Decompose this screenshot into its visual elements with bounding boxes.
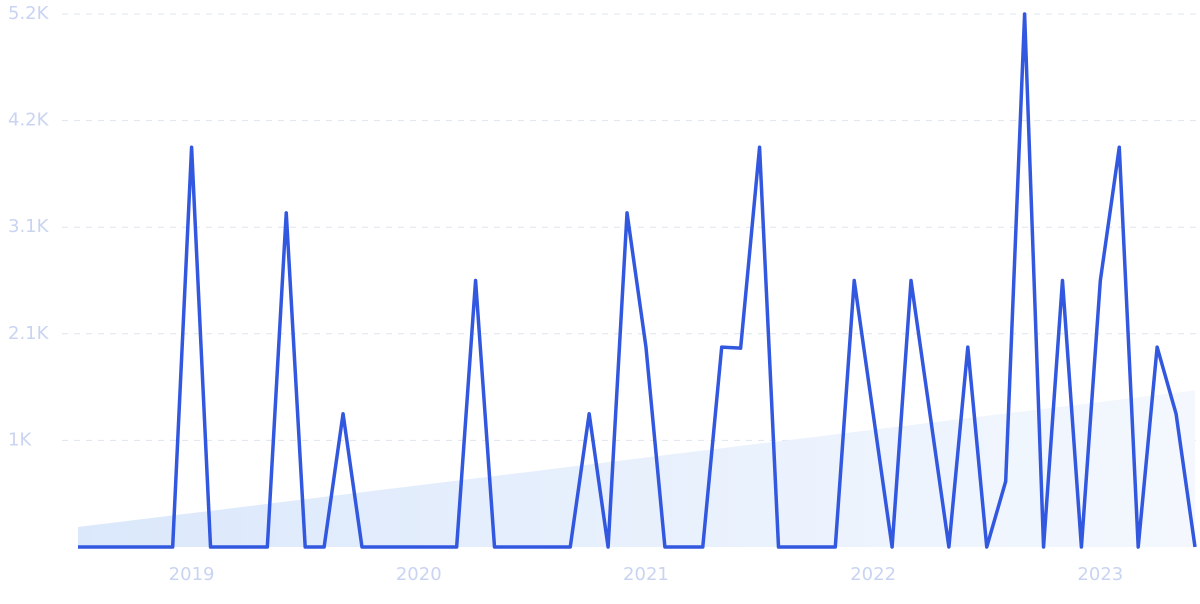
y-tick-label: 3.1K — [8, 216, 50, 237]
x-tick-label: 2019 — [169, 564, 215, 585]
y-tick-label: 4.2K — [8, 110, 50, 131]
x-tick-label: 2023 — [1077, 564, 1123, 585]
y-tick-label: 2.1K — [8, 323, 50, 344]
x-tick-label: 2022 — [850, 564, 896, 585]
trend-area — [78, 390, 1195, 547]
y-tick-label: 5.2K — [8, 3, 50, 24]
y-tick-label: 1K — [8, 429, 32, 450]
x-tick-label: 2020 — [396, 564, 442, 585]
line — [78, 12, 1197, 549]
x-tick-label: 2021 — [623, 564, 669, 585]
